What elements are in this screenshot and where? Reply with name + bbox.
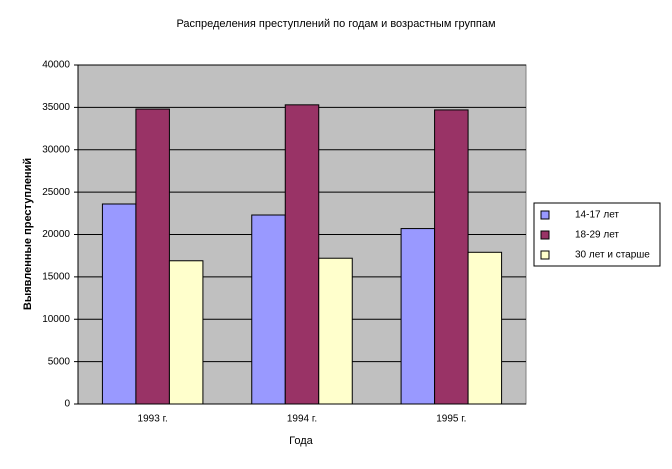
x-tick-label: 1993 г. bbox=[138, 414, 168, 425]
x-tick-label: 1994 г. bbox=[287, 414, 317, 425]
bar bbox=[101, 203, 137, 405]
y-tick-label: 40000 bbox=[42, 60, 70, 71]
y-tick-label: 15000 bbox=[42, 272, 70, 283]
legend-swatch bbox=[540, 210, 550, 220]
bar bbox=[284, 104, 320, 405]
y-tick-label: 0 bbox=[64, 399, 70, 410]
legend-label: 18-29 лет bbox=[575, 230, 619, 241]
y-tick-label: 10000 bbox=[42, 314, 70, 325]
bar bbox=[168, 260, 204, 405]
x-tick-label: 1995 г. bbox=[436, 414, 466, 425]
chart-title: Распределения преступлений по годам и во… bbox=[176, 18, 495, 30]
legend-label: 30 лет и старше bbox=[575, 250, 650, 261]
bar bbox=[467, 251, 503, 405]
bar bbox=[318, 257, 353, 405]
bar bbox=[251, 214, 286, 405]
bar bbox=[434, 109, 469, 405]
y-tick-label: 20000 bbox=[42, 229, 70, 240]
y-tick-label: 25000 bbox=[42, 187, 70, 198]
y-tick-label: 5000 bbox=[48, 356, 71, 367]
bar bbox=[135, 108, 170, 405]
legend-swatch bbox=[540, 250, 550, 260]
y-axis-title: Выявленные преступлений bbox=[22, 158, 34, 310]
bar bbox=[400, 228, 436, 405]
y-tick-label: 35000 bbox=[42, 102, 70, 113]
legend-box bbox=[533, 202, 661, 267]
legend-swatch bbox=[540, 230, 550, 240]
legend-label: 14-17 лет bbox=[575, 210, 619, 221]
y-tick-label: 30000 bbox=[42, 144, 70, 155]
x-axis-title: Года bbox=[289, 435, 314, 447]
